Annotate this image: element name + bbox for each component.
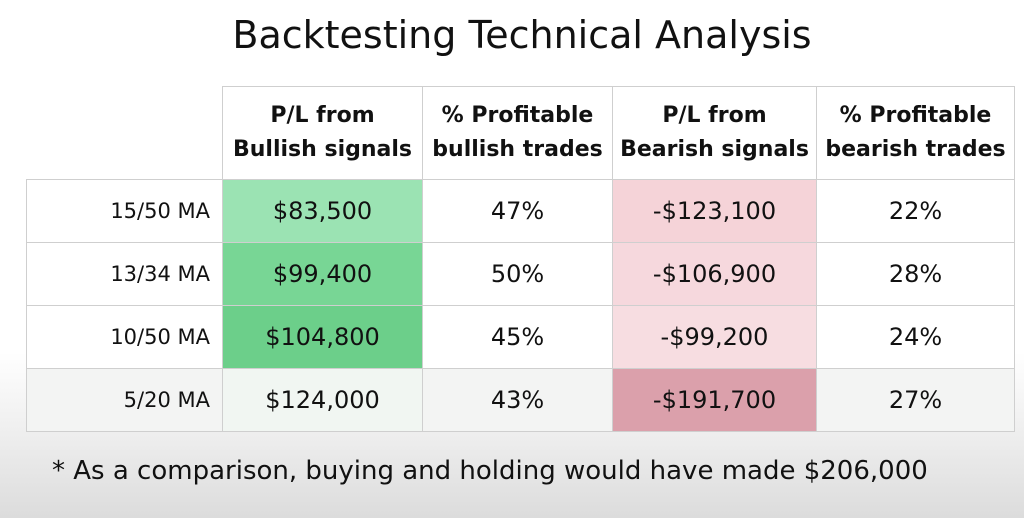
chart-title: Backtesting Technical Analysis xyxy=(232,13,812,57)
header-bearish-pl-line1: P/L from xyxy=(662,103,767,128)
bearish-pct-cell: 24% xyxy=(816,305,1015,369)
header-bearish-pct-line2: bearish trades xyxy=(825,137,1006,162)
footnote: * As a comparison, buying and holding wo… xyxy=(52,456,928,486)
row-label: 15/50 MA xyxy=(26,179,223,243)
backtest-table: P/L from Bullish signals % Profitable bu… xyxy=(26,86,1015,432)
header-bullish-pl-line2: Bullish signals xyxy=(233,137,412,162)
row-label: 10/50 MA xyxy=(26,305,223,369)
bullish-pct-cell: 45% xyxy=(422,305,613,369)
table-row: 5/20 MA $124,000 43% -$191,700 27% xyxy=(26,368,1015,432)
bearish-pl-cell: -$191,700 xyxy=(612,368,817,432)
bearish-pl-cell: -$106,900 xyxy=(612,242,817,306)
bullish-pct-cell: 50% xyxy=(422,242,613,306)
bullish-pct-cell: 47% xyxy=(422,179,613,243)
bullish-pl-cell: $104,800 xyxy=(222,305,423,369)
bullish-pl-cell: $124,000 xyxy=(222,368,423,432)
bearish-pl-cell: -$123,100 xyxy=(612,179,817,243)
header-bullish-pct-line1: % Profitable xyxy=(441,103,594,128)
header-bullish-pl-line1: P/L from xyxy=(270,103,375,128)
header-bullish-pl: P/L from Bullish signals xyxy=(222,86,423,180)
header-bearish-pl-line2: Bearish signals xyxy=(620,137,809,162)
bullish-pl-cell: $99,400 xyxy=(222,242,423,306)
row-label: 13/34 MA xyxy=(26,242,223,306)
bearish-pct-cell: 27% xyxy=(816,368,1015,432)
header-row: P/L from Bullish signals % Profitable bu… xyxy=(26,86,1015,180)
header-bullish-pct: % Profitable bullish trades xyxy=(422,86,613,180)
bearish-pl-cell: -$99,200 xyxy=(612,305,817,369)
header-bullish-pct-line2: bullish trades xyxy=(432,137,603,162)
corner-cell xyxy=(26,86,223,180)
bullish-pct-cell: 43% xyxy=(422,368,613,432)
header-bearish-pl: P/L from Bearish signals xyxy=(612,86,817,180)
row-label: 5/20 MA xyxy=(26,368,223,432)
header-bearish-pct-line1: % Profitable xyxy=(839,103,992,128)
table-row: 15/50 MA $83,500 47% -$123,100 22% xyxy=(26,179,1015,243)
bearish-pct-cell: 28% xyxy=(816,242,1015,306)
table-row: 10/50 MA $104,800 45% -$99,200 24% xyxy=(26,305,1015,369)
bullish-pl-cell: $83,500 xyxy=(222,179,423,243)
table-row: 13/34 MA $99,400 50% -$106,900 28% xyxy=(26,242,1015,306)
bearish-pct-cell: 22% xyxy=(816,179,1015,243)
header-bearish-pct: % Profitable bearish trades xyxy=(816,86,1015,180)
